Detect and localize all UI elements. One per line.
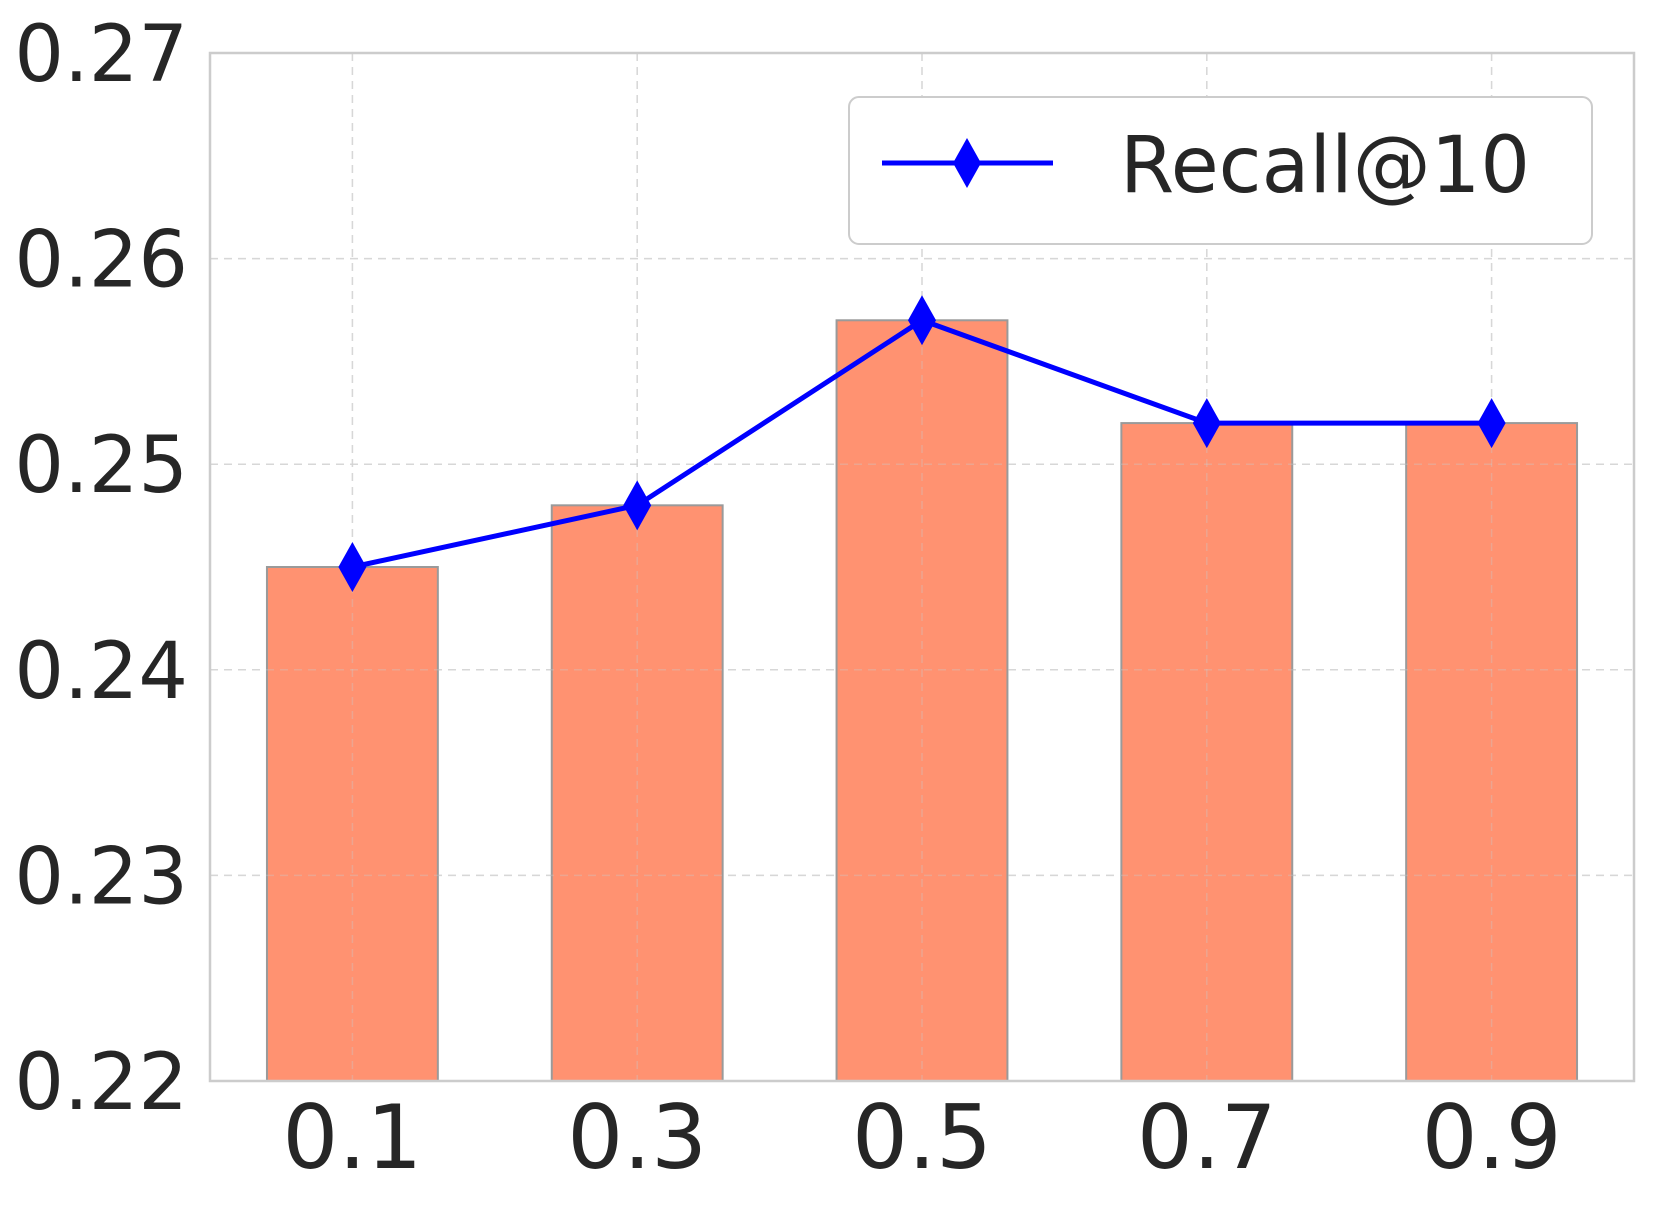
diamond-marker: [338, 542, 367, 592]
x-axis-ticks: 0.1 0.3 0.5 0.7 0.9: [282, 1086, 1561, 1189]
y-tick-label: 0.24: [14, 627, 188, 717]
x-tick-label: 0.7: [1137, 1086, 1277, 1189]
bar-layer: [210, 52, 1634, 1082]
y-tick-label: 0.25: [14, 421, 188, 511]
legend-diamond-marker: [953, 138, 981, 188]
plot-frame: [208, 51, 1636, 1083]
legend-label-recall: Recall@10: [1120, 121, 1530, 211]
axes-frame: [208, 51, 1636, 1083]
bar: [1405, 422, 1579, 1082]
bar: [550, 504, 724, 1082]
diamond-marker: [908, 295, 936, 346]
diamond-marker: [623, 480, 652, 531]
line-layer: [338, 295, 1506, 592]
x-tick-label: 0.1: [282, 1086, 422, 1189]
diamond-marker: [1192, 398, 1221, 449]
y-tick-label: 0.22: [14, 1038, 188, 1128]
bar: [835, 319, 1009, 1082]
y-tick-label: 0.23: [14, 832, 188, 922]
y-axis-ticks: 0.22 0.23 0.24 0.25 0.26 0.27: [14, 10, 188, 1128]
x-tick-label: 0.9: [1422, 1086, 1562, 1189]
y-tick-label: 0.26: [14, 216, 188, 306]
x-tick-label: 0.3: [567, 1086, 707, 1189]
diamond-marker: [1477, 398, 1506, 449]
legend: Recall@10: [848, 96, 1593, 245]
y-tick-label: 0.27: [14, 10, 188, 100]
x-tick-label: 0.5: [852, 1086, 992, 1189]
legend-box: [848, 96, 1593, 245]
bar: [1120, 422, 1294, 1082]
